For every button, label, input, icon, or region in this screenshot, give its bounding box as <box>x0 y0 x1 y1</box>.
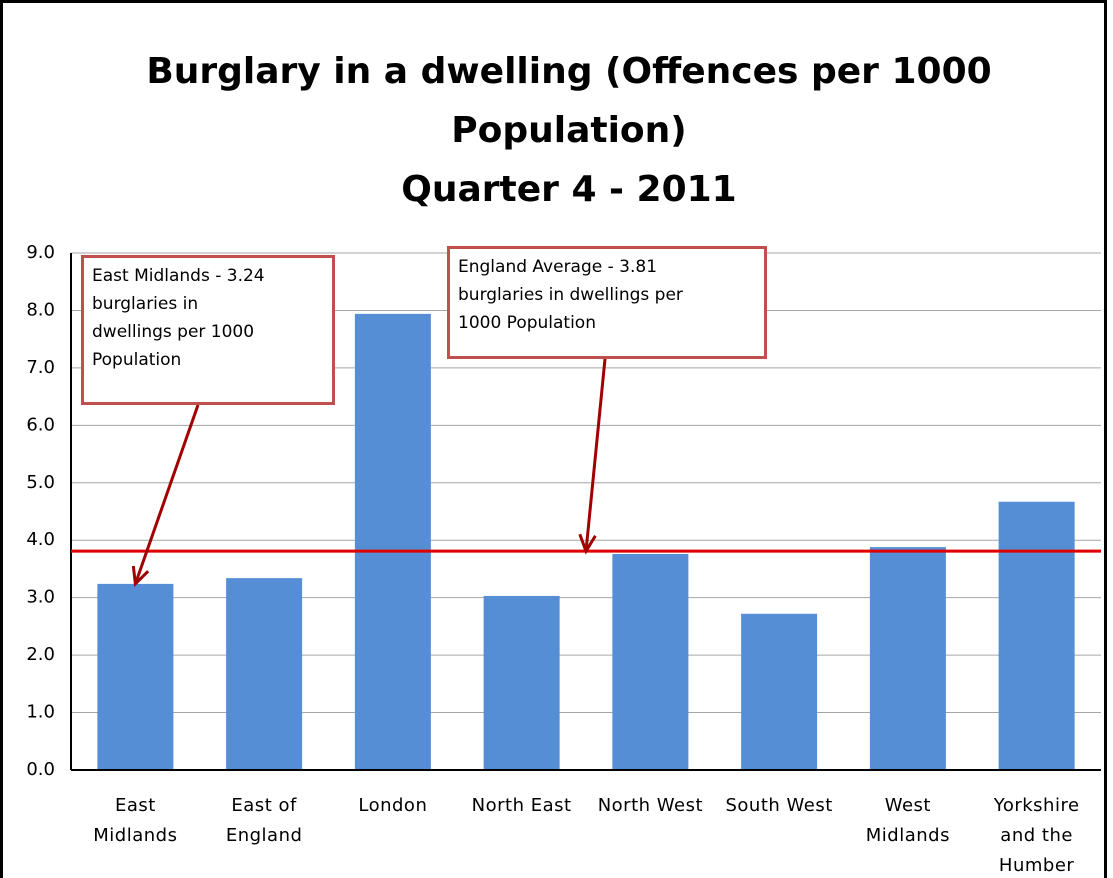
annotation-box: England Average - 3.81 burglaries in dwel… <box>447 246 767 359</box>
annotation-box: East Midlands - 3.24 burglaries in dwellin… <box>81 255 335 405</box>
annotation-text: burglaries in dwellings per <box>458 285 683 305</box>
y-tick-label: 9.0 <box>26 242 55 263</box>
y-tick-label: 5.0 <box>26 472 55 493</box>
bar <box>483 595 560 770</box>
annotation-text: East Midlands - 3.24 <box>92 266 265 286</box>
y-tick-label: 0.0 <box>26 759 55 780</box>
bar <box>226 578 303 770</box>
x-tick-label: East of England <box>225 795 303 846</box>
x-tick-label: North East <box>471 795 572 816</box>
annotation-text: 1000 Population <box>458 313 596 333</box>
y-tick-label: 6.0 <box>26 414 55 435</box>
y-tick-label: 2.0 <box>26 644 55 665</box>
arrow-head <box>578 533 597 555</box>
x-tick-label: Yorkshire and the Humber <box>993 795 1080 876</box>
bar <box>869 547 946 770</box>
y-tick-label: 4.0 <box>26 529 55 550</box>
x-tick-label: North West <box>597 795 704 816</box>
arrow-head <box>131 565 150 588</box>
y-tick-label: 3.0 <box>26 587 55 608</box>
chart: Burglary in a dwelling (Offences per 100… <box>26 51 1101 780</box>
annotation-text: England Average - 3.81 <box>458 257 658 277</box>
annotation-arrow <box>584 358 607 552</box>
annotation-arrow <box>133 404 200 585</box>
chart-title: Quarter 4 - 2011 <box>401 169 736 210</box>
bar <box>998 501 1075 770</box>
annotation-text: burglaries in <box>92 294 199 314</box>
chart-title: Population) <box>451 110 687 151</box>
chart-title: Burglary in a dwelling (Offences per 100… <box>146 51 991 92</box>
bar <box>612 554 689 770</box>
x-tick-label: South West <box>725 795 833 816</box>
annotation-text: Population <box>92 350 182 370</box>
x-tick-label: West Midlands <box>865 795 950 846</box>
bar <box>741 613 818 770</box>
bar <box>354 313 431 770</box>
y-tick-label: 8.0 <box>26 299 55 320</box>
y-tick-label: 1.0 <box>26 702 55 723</box>
y-tick-label: 7.0 <box>26 357 55 378</box>
x-tick-label: London <box>358 795 428 816</box>
annotation-text: dwellings per 1000 <box>92 322 255 342</box>
x-tick-label: East Midlands <box>93 795 178 846</box>
bar <box>97 583 174 770</box>
